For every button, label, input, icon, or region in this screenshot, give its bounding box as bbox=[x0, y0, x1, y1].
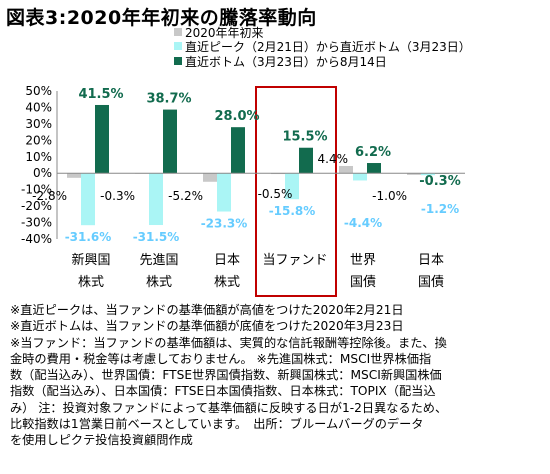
bar bbox=[95, 104, 109, 174]
bar bbox=[285, 173, 299, 200]
category-label: 日本 bbox=[214, 253, 240, 268]
category-label: 株式 bbox=[146, 275, 172, 290]
data-label: 15.5% bbox=[282, 130, 327, 145]
y-tick-label: 0% bbox=[33, 166, 52, 180]
bar bbox=[353, 173, 367, 181]
note-line: 指数（配当込み）、日本国債：FTSE日本国債指数、日本株式：TOPIX（配当込 bbox=[10, 384, 436, 399]
page-title: 図表3:2020年年初来の騰落率動向 bbox=[6, 7, 317, 29]
bar-chart: 50% 40% 30% 20% 10% 0% -10% -20% -30% -40% -2.8% -0… bbox=[21, 84, 465, 297]
highlight-frame bbox=[255, 86, 337, 297]
legend-item-bottom-to-aug: 直近ボトム（3月23日）から8月14日 bbox=[174, 55, 387, 69]
legend-label-peak-to-bottom: 直近ピーク（2月21日）から直近ボトム（3月23日） bbox=[185, 40, 471, 54]
data-label: -5.2% bbox=[168, 189, 203, 203]
data-label: -2.8% bbox=[32, 189, 67, 203]
data-label: -0.5% bbox=[258, 187, 293, 201]
data-label: -0.3% bbox=[100, 189, 135, 203]
data-label: 41.5% bbox=[78, 87, 123, 102]
bar bbox=[81, 173, 95, 226]
legend-label-bottom-to-aug: 直近ボトム（3月23日）から8月14日 bbox=[185, 55, 387, 69]
legend-swatch-peak-to-bottom bbox=[174, 42, 182, 50]
category-label: 新興国 bbox=[71, 252, 110, 268]
y-tick-label: -10% bbox=[21, 183, 52, 197]
data-label: -31.5% bbox=[133, 230, 180, 244]
legend-label-ytd: 2020年年初来 bbox=[185, 26, 264, 40]
bar bbox=[163, 109, 177, 174]
note-line: ※当ファンド：当ファンドの基準価額は、実質的な信託報酬等控除後。また、換 bbox=[10, 335, 447, 350]
y-tick-label: 50% bbox=[25, 84, 52, 98]
data-label: -23.3% bbox=[201, 217, 248, 231]
category-label: 株式 bbox=[214, 275, 240, 290]
legend-swatch-bottom-to-aug bbox=[174, 57, 182, 65]
data-label: -1.0% bbox=[372, 189, 407, 203]
category-label: 国債 bbox=[350, 275, 376, 290]
note-line: 比較指数は1営業日前ベースとしています。 出所：ブルームバーグのデータ bbox=[10, 417, 424, 432]
footnotes: ※直近ピークは、当ファンドの基準価額が高値をつけた2020年2月21日 ※直近ボ… bbox=[10, 302, 545, 449]
data-label: -15.8% bbox=[269, 204, 316, 218]
data-label: 4.4% bbox=[318, 152, 349, 166]
note-line: ※直近ピークは、当ファンドの基準価額が高値をつけた2020年2月21日 bbox=[10, 303, 404, 317]
category-label: 当ファンド bbox=[262, 253, 327, 268]
data-label: -0.3% bbox=[419, 174, 460, 189]
bar bbox=[217, 173, 231, 212]
data-label: -31.6% bbox=[65, 230, 112, 244]
bar bbox=[149, 173, 163, 226]
y-tick-label: 40% bbox=[25, 100, 52, 114]
data-label: 38.7% bbox=[146, 92, 191, 107]
category-label: 国債 bbox=[418, 275, 444, 290]
y-tick-label: 10% bbox=[25, 150, 52, 164]
note-line: ※直近ボトムは、当ファンドの基準価額が底値をつけた2020年3月23日 bbox=[10, 319, 404, 334]
y-tick-label: 20% bbox=[25, 133, 52, 147]
y-tick-label: -30% bbox=[21, 216, 52, 230]
category-label: 株式 bbox=[78, 275, 104, 290]
category-label: 日本 bbox=[418, 253, 444, 268]
note-line: み） 注：投資対象ファンドによって基準価額に反映する日が1-2日異なるため、 bbox=[10, 400, 448, 415]
data-label: 28.0% bbox=[214, 109, 259, 124]
bar bbox=[339, 165, 353, 174]
bar bbox=[407, 173, 421, 175]
bar bbox=[421, 173, 435, 176]
data-label: 6.2% bbox=[355, 145, 391, 160]
y-tick-label: -40% bbox=[21, 232, 52, 246]
note-line: 数（配当込み）、世界国債：FTSE世界国債指数、新興国株式：MSCI新興国株価 bbox=[10, 368, 442, 383]
legend-item-peak-to-bottom: 直近ピーク（2月21日）から直近ボトム（3月23日） bbox=[174, 40, 471, 54]
legend-swatch-ytd bbox=[174, 28, 182, 36]
data-label: -4.4% bbox=[344, 216, 382, 230]
bar bbox=[231, 127, 245, 174]
bar bbox=[67, 173, 81, 178]
data-label: -1.2% bbox=[421, 202, 459, 216]
bar bbox=[367, 163, 381, 174]
bar bbox=[299, 147, 313, 174]
legend-item-ytd: 2020年年初来 bbox=[174, 26, 264, 40]
category-label: 世界 bbox=[350, 253, 376, 268]
y-tick-label: -20% bbox=[21, 199, 52, 213]
bar bbox=[203, 173, 217, 182]
y-tick-label: 30% bbox=[25, 117, 52, 131]
note-line: を使用しピクテ投信投資顧問作成 bbox=[10, 433, 193, 448]
note-line: 金時の費用・税金等は考慮しておりません。 ※先進国株式：MSCI世界株価指 bbox=[10, 351, 432, 366]
category-label: 先進国 bbox=[139, 253, 178, 268]
